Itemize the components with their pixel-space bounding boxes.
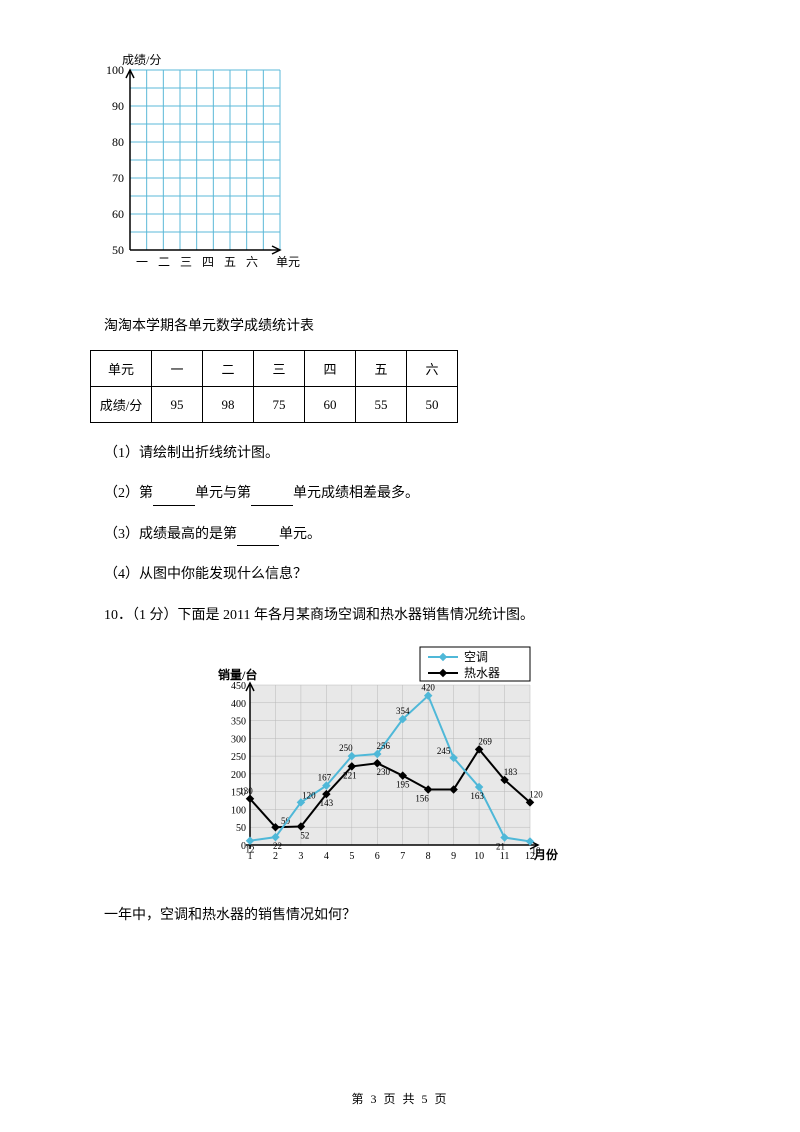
svg-text:256: 256 xyxy=(377,741,391,751)
svg-text:195: 195 xyxy=(396,780,410,790)
score-header: 成绩/分 xyxy=(91,387,152,423)
svg-text:成绩/分: 成绩/分 xyxy=(122,53,161,67)
table-cell: 60 xyxy=(305,387,356,423)
q2-pre: （2）第 xyxy=(104,486,153,501)
svg-text:245: 245 xyxy=(437,746,451,756)
table-cell: 五 xyxy=(356,351,407,387)
svg-text:五: 五 xyxy=(224,255,236,269)
svg-text:22: 22 xyxy=(273,841,282,851)
svg-text:420: 420 xyxy=(421,683,435,693)
table-cell: 二 xyxy=(203,351,254,387)
score-table: 单元 一 二 三 四 五 六 成绩/分 95 98 75 60 55 50 xyxy=(90,350,458,423)
svg-text:167: 167 xyxy=(318,773,332,783)
page-footer: 第 3 页 共 5 页 xyxy=(0,1090,800,1107)
svg-text:120: 120 xyxy=(529,789,543,799)
svg-text:5: 5 xyxy=(349,851,354,862)
svg-text:50: 50 xyxy=(236,823,246,834)
svg-text:221: 221 xyxy=(343,770,357,780)
question-2: （2）第 单元与第 单元成绩相差最多。 xyxy=(104,483,710,505)
question-3: （3）成绩最高的是第 单元。 xyxy=(104,524,710,546)
svg-text:90: 90 xyxy=(112,99,124,113)
table-cell: 98 xyxy=(203,387,254,423)
svg-text:4: 4 xyxy=(324,851,329,862)
blank-grid-chart: 1009080706050成绩/分一二三四五六单元 xyxy=(90,50,710,285)
svg-text:52: 52 xyxy=(300,830,309,840)
q2-post: 单元成绩相差最多。 xyxy=(293,486,419,501)
svg-text:六: 六 xyxy=(246,255,258,269)
svg-text:2: 2 xyxy=(273,851,278,862)
svg-text:200: 200 xyxy=(231,770,246,781)
svg-text:三: 三 xyxy=(180,255,192,269)
svg-text:143: 143 xyxy=(320,798,334,808)
svg-text:354: 354 xyxy=(396,706,410,716)
fill-blank[interactable] xyxy=(251,491,293,506)
svg-text:销量/台: 销量/台 xyxy=(218,667,257,682)
table-cell: 50 xyxy=(407,387,458,423)
svg-text:60: 60 xyxy=(112,207,124,221)
svg-text:空调: 空调 xyxy=(464,650,488,664)
svg-text:70: 70 xyxy=(112,171,124,185)
svg-text:230: 230 xyxy=(377,767,391,777)
table-cell: 四 xyxy=(305,351,356,387)
table-cell: 六 xyxy=(407,351,458,387)
svg-text:12: 12 xyxy=(246,845,255,855)
table-row: 成绩/分 95 98 75 60 55 50 xyxy=(91,387,458,423)
svg-text:单元: 单元 xyxy=(276,255,300,269)
svg-text:二: 二 xyxy=(158,255,170,269)
svg-text:120: 120 xyxy=(302,790,316,800)
q2-mid: 单元与第 xyxy=(195,486,251,501)
svg-text:8: 8 xyxy=(426,851,431,862)
sales-line-chart: 空调热水器45040035030025020015010050012345678… xyxy=(200,645,710,890)
svg-text:183: 183 xyxy=(504,767,518,777)
question-1: （1）请绘制出折线统计图。 xyxy=(104,443,710,465)
svg-text:10: 10 xyxy=(474,851,484,862)
svg-text:3: 3 xyxy=(298,851,303,862)
svg-text:热水器: 热水器 xyxy=(464,666,500,680)
fill-blank[interactable] xyxy=(237,531,279,546)
fill-blank[interactable] xyxy=(153,491,195,506)
svg-text:11: 11 xyxy=(500,851,510,862)
svg-text:400: 400 xyxy=(231,699,246,710)
question-10: 10．（1 分）下面是 2011 年各月某商场空调和热水器销售情况统计图。 xyxy=(104,605,710,627)
sales-svg: 空调热水器45040035030025020015010050012345678… xyxy=(200,645,560,885)
q3-post: 单元。 xyxy=(279,527,321,542)
svg-text:350: 350 xyxy=(231,717,246,728)
unit-header: 单元 xyxy=(91,351,152,387)
svg-text:163: 163 xyxy=(470,791,484,801)
svg-text:156: 156 xyxy=(415,793,429,803)
svg-text:一: 一 xyxy=(136,255,148,269)
svg-text:300: 300 xyxy=(231,734,246,745)
table-row: 单元 一 二 三 四 五 六 xyxy=(91,351,458,387)
table-cell: 75 xyxy=(254,387,305,423)
svg-text:80: 80 xyxy=(112,135,124,149)
svg-text:269: 269 xyxy=(478,736,492,746)
svg-text:21: 21 xyxy=(496,841,505,851)
svg-text:130: 130 xyxy=(239,786,253,796)
svg-text:450: 450 xyxy=(231,681,246,692)
svg-text:100: 100 xyxy=(231,805,246,816)
svg-text:7: 7 xyxy=(400,851,405,862)
svg-text:6: 6 xyxy=(375,851,380,862)
q3-pre: （3）成绩最高的是第 xyxy=(104,527,237,542)
svg-text:四: 四 xyxy=(202,255,214,269)
svg-text:50: 50 xyxy=(112,243,124,257)
table-cell: 95 xyxy=(152,387,203,423)
svg-text:250: 250 xyxy=(339,743,353,753)
table-cell: 55 xyxy=(356,387,407,423)
svg-text:10: 10 xyxy=(532,845,542,855)
question-4: （4）从图中你能发现什么信息？ xyxy=(104,564,710,586)
svg-text:9: 9 xyxy=(451,851,456,862)
table-title: 淘淘本学期各单元数学成绩统计表 xyxy=(104,315,710,335)
table-cell: 一 xyxy=(152,351,203,387)
svg-text:250: 250 xyxy=(231,752,246,763)
table-cell: 三 xyxy=(254,351,305,387)
question-after-chart: 一年中，空调和热水器的销售情况如何？ xyxy=(104,905,710,927)
grid-svg: 1009080706050成绩/分一二三四五六单元 xyxy=(90,50,300,285)
